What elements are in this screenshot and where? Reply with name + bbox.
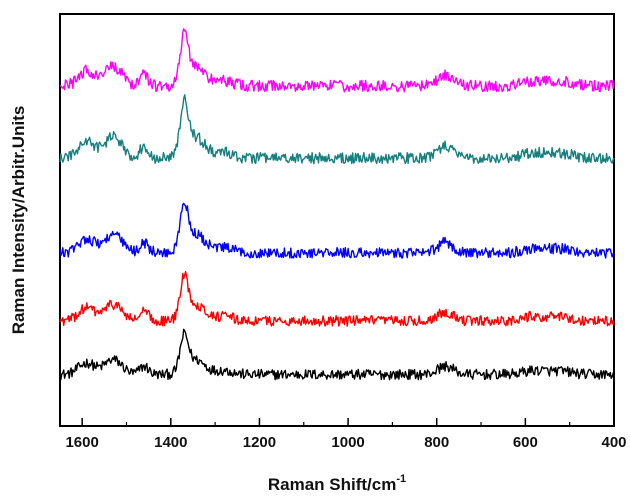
x-tick-label-800: 800 [424, 434, 449, 451]
spectrum-line-5 [59, 28, 615, 93]
series-layer [59, 28, 615, 381]
x-axis-title-superscript: -1 [396, 473, 406, 485]
x-axis-title-text: Raman Shift/cm [268, 475, 396, 494]
spectrum-line-1 [60, 328, 615, 381]
x-tick-label-1400: 1400 [154, 434, 187, 451]
spectrum-line-4 [59, 94, 615, 165]
x-tick-label-1600: 1600 [65, 434, 98, 451]
x-tick-label-600: 600 [513, 434, 538, 451]
x-tick-label-400: 400 [601, 434, 626, 451]
spectrum-line-3 [59, 202, 615, 259]
x-tick-label-1200: 1200 [243, 434, 276, 451]
x-axis: 1600 1400 1200 1000 800 600 400 [65, 418, 627, 451]
x-axis-title: Raman Shift/cm-1 [268, 473, 406, 494]
plot-area-frame [59, 13, 615, 427]
spectrum-line-2 [59, 270, 615, 327]
x-tick-label-1000: 1000 [331, 434, 364, 451]
y-axis-title: Raman Intensity/Arbitr.Units [9, 106, 28, 335]
